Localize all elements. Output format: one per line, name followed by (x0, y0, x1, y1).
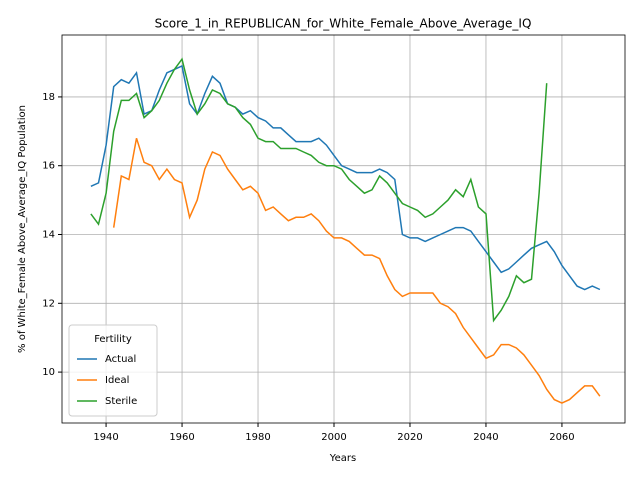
series-line (112, 137, 601, 404)
legend-box (68, 324, 158, 417)
chart-title: Score_1_in_REPUBLICAN_for_White_Female_A… (155, 17, 532, 31)
legend-label: Actual (105, 354, 136, 365)
x-tick-label: 1940 (93, 432, 118, 443)
y-tick-label: 16 (42, 161, 55, 172)
series-line (90, 57, 548, 323)
x-tick-label: 2060 (549, 432, 574, 443)
legend-title: Fertility (94, 334, 132, 345)
x-tick-label: 2000 (321, 432, 346, 443)
y-tick-label: 14 (42, 230, 55, 241)
x-tick-label: 1980 (245, 432, 270, 443)
legend-label: Sterile (105, 396, 137, 407)
x-tick-label: 2020 (397, 432, 422, 443)
y-axis-label: % of White_Female Above_Average_IQ Popul… (17, 105, 28, 353)
y-tick-label: 10 (42, 367, 55, 378)
y-tick-label: 18 (42, 92, 55, 103)
plot-frame (61, 34, 626, 424)
x-tick-label: 1960 (169, 432, 194, 443)
legend-label: Ideal (105, 375, 129, 386)
x-tick-label: 2040 (473, 432, 498, 443)
x-axis-label: Years (329, 453, 356, 464)
y-tick-label: 12 (42, 298, 55, 309)
